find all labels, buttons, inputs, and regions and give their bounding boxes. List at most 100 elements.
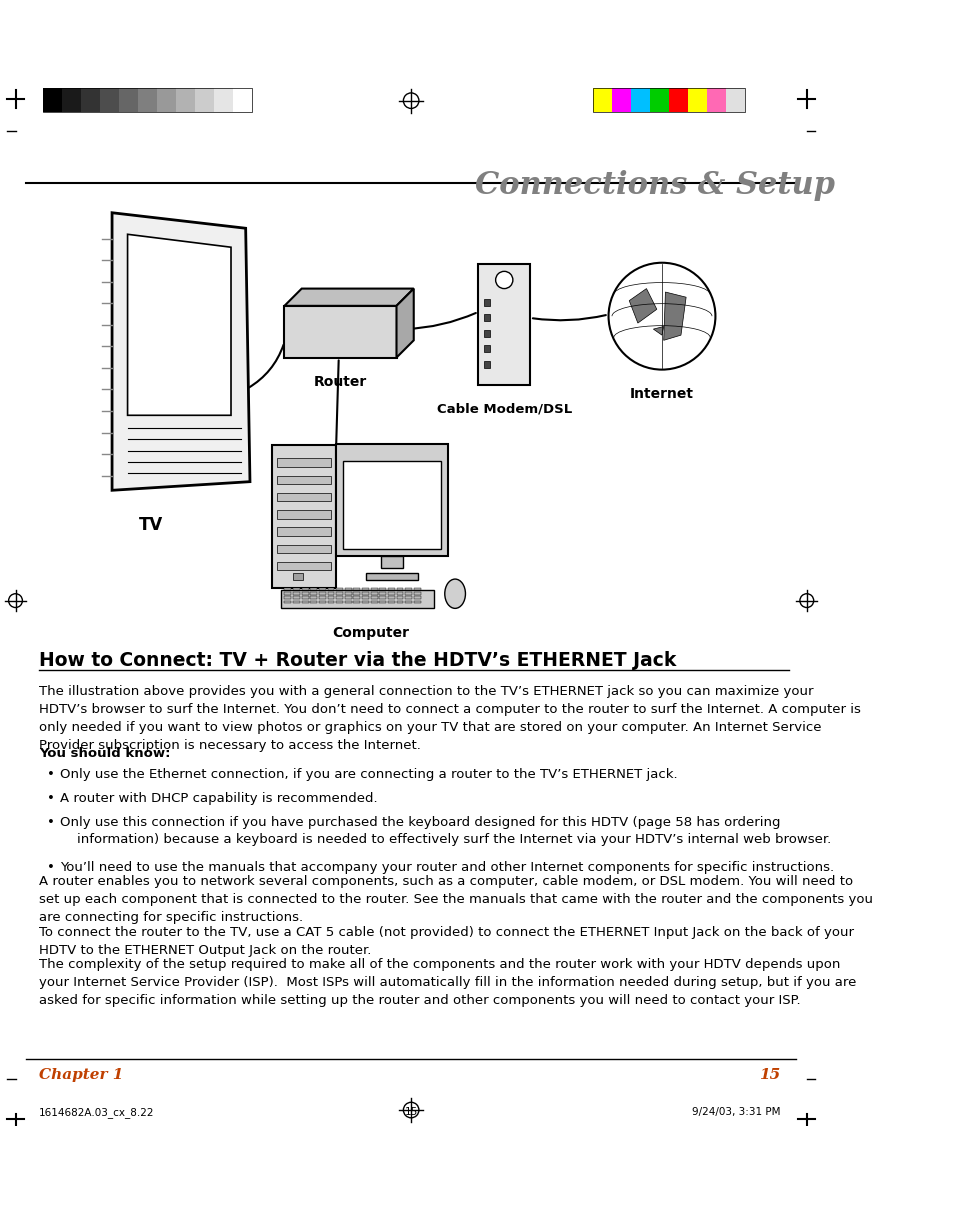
Bar: [371, 588, 377, 590]
Bar: [361, 601, 369, 603]
Bar: [310, 601, 316, 603]
Bar: [335, 596, 343, 598]
Bar: [276, 510, 331, 519]
Bar: [293, 596, 299, 598]
Bar: [301, 592, 308, 595]
Polygon shape: [663, 293, 685, 340]
Circle shape: [608, 262, 715, 370]
Bar: [62, 88, 81, 112]
Bar: [293, 601, 299, 603]
Bar: [649, 88, 668, 112]
Bar: [318, 596, 326, 598]
Bar: [344, 601, 352, 603]
Bar: [483, 361, 490, 368]
Bar: [483, 330, 490, 337]
Bar: [293, 588, 299, 590]
Bar: [414, 592, 420, 595]
Bar: [396, 592, 403, 595]
Bar: [276, 544, 331, 554]
Text: Computer: Computer: [332, 626, 409, 641]
Bar: [284, 596, 291, 598]
Text: Router: Router: [314, 375, 367, 389]
Bar: [371, 592, 377, 595]
Bar: [119, 88, 138, 112]
Bar: [344, 596, 352, 598]
Text: A router enables you to network several components, such as a computer, cable mo: A router enables you to network several …: [39, 875, 872, 924]
Bar: [310, 592, 316, 595]
Text: Chapter 1: Chapter 1: [39, 1068, 123, 1082]
Bar: [388, 596, 395, 598]
Bar: [310, 588, 316, 590]
Bar: [477, 265, 530, 386]
Bar: [725, 88, 744, 112]
Bar: [405, 592, 412, 595]
Bar: [318, 588, 326, 590]
Bar: [194, 88, 213, 112]
Bar: [335, 592, 343, 595]
Polygon shape: [396, 289, 414, 358]
Text: Only use this connection if you have purchased the keyboard designed for this HD: Only use this connection if you have pur…: [60, 816, 831, 846]
Bar: [276, 527, 331, 536]
Bar: [335, 601, 343, 603]
Bar: [388, 588, 395, 590]
Text: A router with DHCP capability is recommended.: A router with DHCP capability is recomme…: [60, 792, 377, 805]
Bar: [483, 346, 490, 352]
Polygon shape: [284, 289, 414, 306]
Bar: [630, 88, 649, 112]
Text: •: •: [48, 792, 55, 805]
Bar: [371, 601, 377, 603]
Bar: [213, 88, 233, 112]
Bar: [310, 596, 316, 598]
Bar: [405, 588, 412, 590]
Bar: [706, 88, 725, 112]
Bar: [293, 592, 299, 595]
Bar: [233, 88, 252, 112]
Bar: [301, 588, 308, 590]
Text: Only use the Ethernet connection, if you are connecting a router to the TV’s ETH: Only use the Ethernet connection, if you…: [60, 768, 678, 781]
Bar: [318, 592, 326, 595]
Bar: [276, 458, 331, 467]
Text: 1614682A.03_cx_8.22: 1614682A.03_cx_8.22: [39, 1107, 154, 1118]
Text: 9/24/03, 3:31 PM: 9/24/03, 3:31 PM: [691, 1107, 780, 1117]
Bar: [396, 601, 403, 603]
Text: The illustration above provides you with a general connection to the TV’s ETHERN: The illustration above provides you with…: [39, 686, 860, 752]
Bar: [43, 88, 252, 112]
Bar: [276, 475, 331, 485]
Bar: [405, 596, 412, 598]
Bar: [276, 562, 331, 571]
Bar: [175, 88, 194, 112]
Bar: [353, 601, 360, 603]
Bar: [353, 588, 360, 590]
Bar: [327, 601, 335, 603]
Bar: [353, 592, 360, 595]
Bar: [379, 592, 386, 595]
FancyArrowPatch shape: [335, 360, 338, 442]
Text: How to Connect: TV + Router via the HDTV’s ETHERNET Jack: How to Connect: TV + Router via the HDTV…: [39, 650, 676, 670]
Bar: [379, 588, 386, 590]
Bar: [343, 461, 441, 549]
Bar: [276, 493, 331, 502]
Bar: [284, 592, 291, 595]
Text: •: •: [48, 816, 55, 829]
Bar: [396, 588, 403, 590]
Text: You should know:: You should know:: [39, 747, 170, 760]
Circle shape: [496, 271, 513, 289]
Polygon shape: [629, 289, 656, 323]
Bar: [361, 588, 369, 590]
Bar: [344, 588, 352, 590]
Text: TV: TV: [138, 516, 163, 534]
Bar: [366, 573, 417, 580]
Text: Cable Modem/DSL: Cable Modem/DSL: [436, 403, 571, 416]
Bar: [687, 88, 706, 112]
Text: The complexity of the setup required to make all of the components and the route: The complexity of the setup required to …: [39, 959, 855, 1007]
Bar: [318, 601, 326, 603]
FancyArrowPatch shape: [248, 345, 283, 388]
Bar: [335, 444, 448, 556]
Bar: [414, 601, 420, 603]
Bar: [388, 601, 395, 603]
Bar: [156, 88, 175, 112]
Polygon shape: [653, 326, 663, 335]
Bar: [284, 601, 291, 603]
Bar: [301, 601, 308, 603]
Bar: [388, 592, 395, 595]
